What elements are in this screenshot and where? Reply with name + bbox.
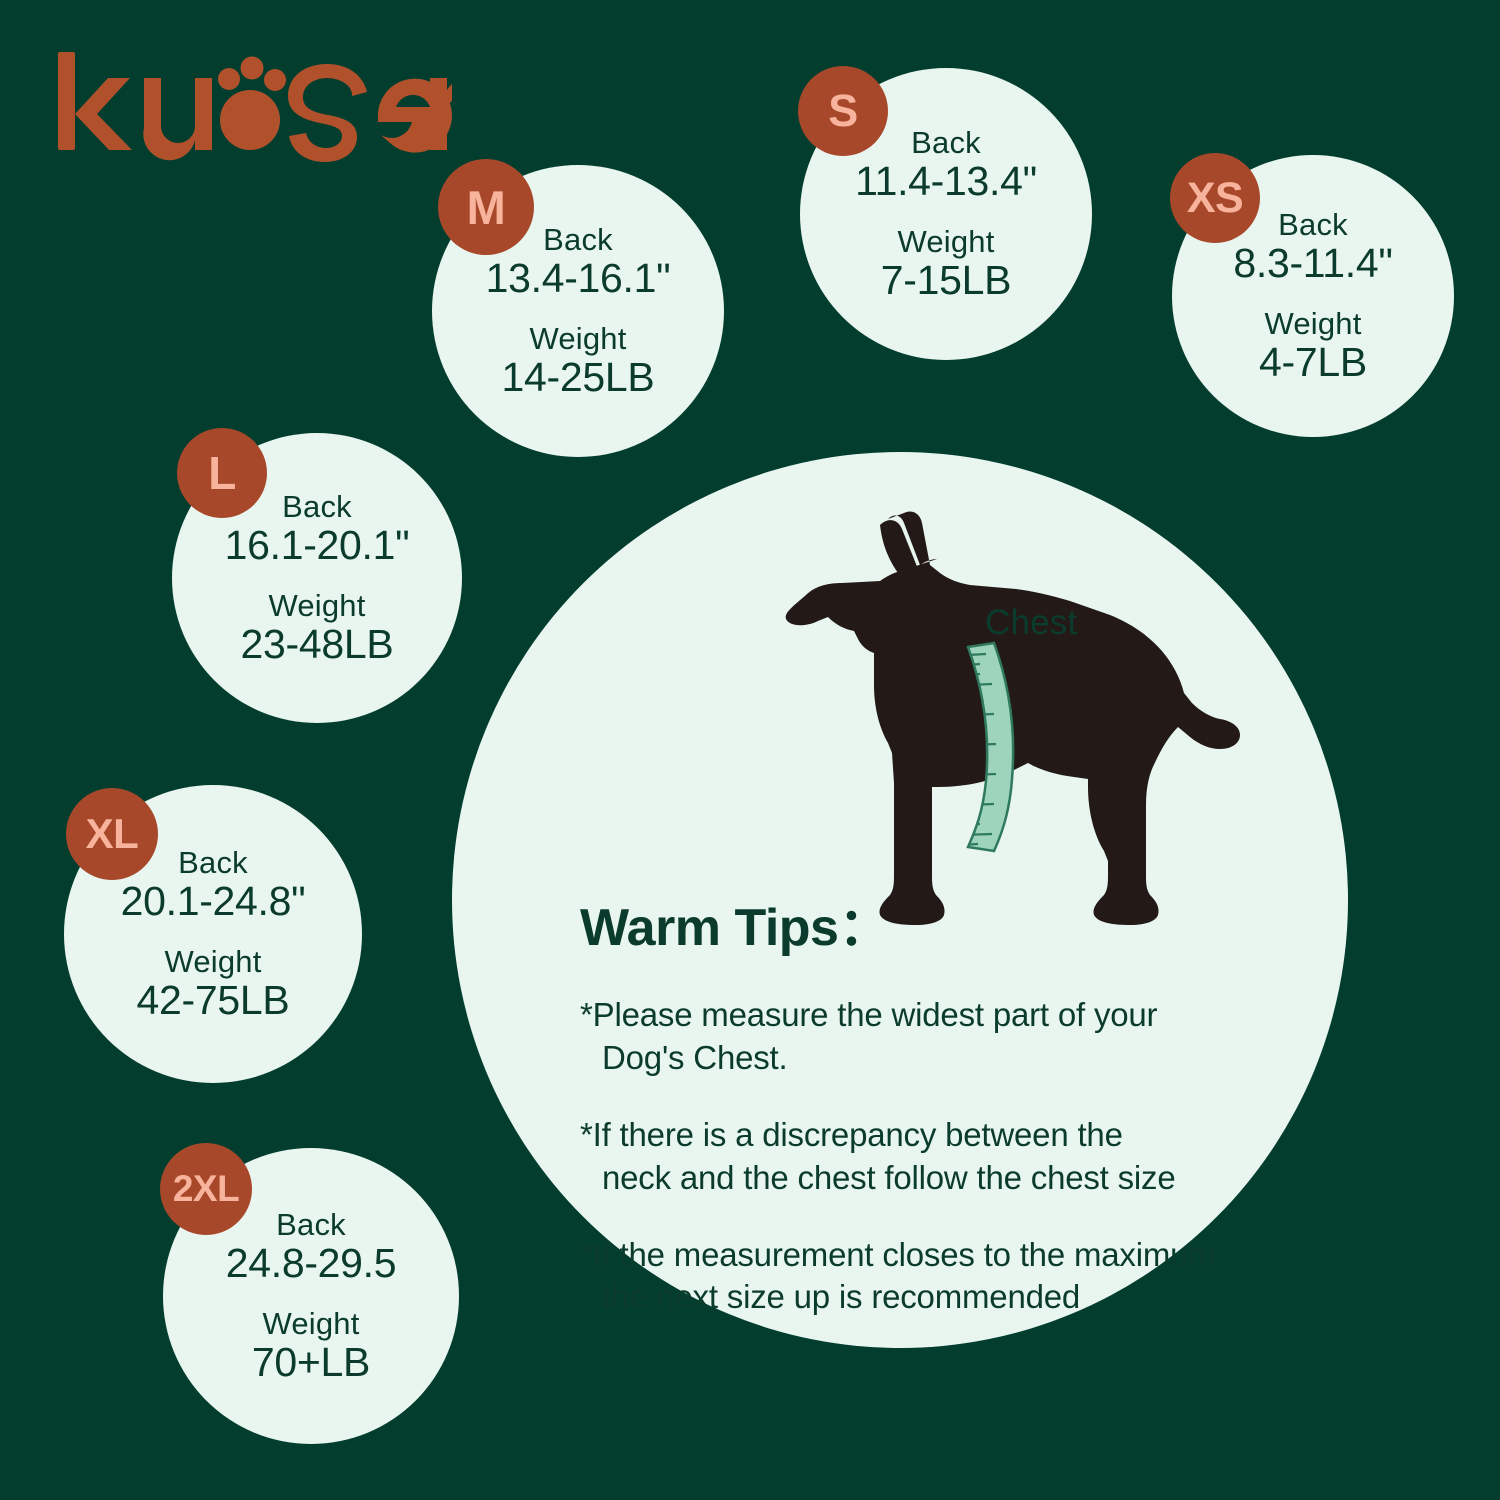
weight-label: Weight <box>268 588 366 623</box>
size-bubble-s[interactable]: Back 11.4-13.4" Weight 7-15LB <box>800 68 1092 360</box>
kuoser-wordmark-icon <box>58 52 475 162</box>
chest-label: Chest <box>985 603 1078 642</box>
tip-item: *Please measure the widest part of your … <box>580 994 1340 1080</box>
size-badge-xl[interactable]: XL <box>66 788 158 880</box>
size-badge-2xl[interactable]: 2XL <box>160 1143 252 1235</box>
weight-label: Weight <box>1264 306 1362 341</box>
size-badge-label: S <box>828 85 858 136</box>
tip-item: *If there is a discrepancy between the n… <box>580 1114 1340 1200</box>
weight-value: 7-15LB <box>880 257 1012 303</box>
dog-silhouette-icon <box>785 511 1240 925</box>
back-value: 11.4-13.4" <box>855 158 1037 204</box>
size-badge-l[interactable]: L <box>177 428 267 518</box>
measuring-tape-icon <box>966 641 1015 853</box>
back-value: 24.8-29.5 <box>225 1240 397 1286</box>
weight-label: Weight <box>897 224 995 259</box>
tip-line-1: *Please measure the widest part of your <box>580 996 1158 1033</box>
dog-diagram <box>770 495 1300 945</box>
paw-toe-left-icon <box>218 68 240 90</box>
size-badge-s[interactable]: S <box>798 66 888 156</box>
size-badge-label: L <box>208 447 236 499</box>
back-label: Back <box>178 845 248 880</box>
size-bubble-xs[interactable]: Back 8.3-11.4" Weight 4-7LB <box>1172 155 1454 437</box>
paw-toe-right-icon <box>264 69 286 91</box>
size-badge-label: M <box>466 180 506 234</box>
warm-tips-title: Warm Tips： <box>580 899 890 957</box>
weight-value: 70+LB <box>251 1339 371 1385</box>
weight-value: 42-75LB <box>136 977 290 1023</box>
weight-label: Weight <box>164 944 262 979</box>
size-badge-xs[interactable]: XS <box>1170 153 1260 243</box>
weight-value: 14-25LB <box>501 354 655 400</box>
size-badge-label: 2XL <box>172 1168 240 1209</box>
paw-toe-mid-icon <box>240 56 264 80</box>
tip-item: *If the measurement closes to the maximu… <box>580 1234 1340 1320</box>
weight-label: Weight <box>262 1306 360 1341</box>
back-label: Back <box>543 222 613 257</box>
tip-line-1: *If the measurement closes to the maximu… <box>580 1235 1216 1273</box>
back-label: Back <box>276 1207 346 1242</box>
paw-pad-icon <box>220 90 280 150</box>
warm-tips-section: Warm Tips： *Please measure the widest pa… <box>580 885 1340 1353</box>
weight-label: Weight <box>529 321 627 356</box>
size-badge-label: XL <box>85 810 139 857</box>
back-label: Back <box>1278 207 1348 242</box>
weight-value: 4-7LB <box>1259 339 1367 385</box>
brand-logo <box>52 52 475 162</box>
back-value: 13.4-16.1" <box>485 255 671 301</box>
tip-line-2: the next size up is recommended <box>602 1278 1081 1316</box>
size-badge-label: XS <box>1186 173 1244 222</box>
tip-line-2: Dog's Chest. <box>602 1038 788 1076</box>
back-value: 16.1-20.1" <box>224 522 410 568</box>
weight-value: 23-48LB <box>240 621 394 667</box>
back-label: Back <box>282 489 352 524</box>
tip-line-1: *If there is a discrepancy between the <box>580 1115 1123 1153</box>
back-value: 20.1-24.8" <box>120 878 306 924</box>
tip-line-2: neck and the chest follow the chest size <box>602 1158 1176 1196</box>
size-badge-m[interactable]: M <box>438 159 534 255</box>
back-label: Back <box>911 125 981 160</box>
back-value: 8.3-11.4" <box>1233 240 1393 286</box>
